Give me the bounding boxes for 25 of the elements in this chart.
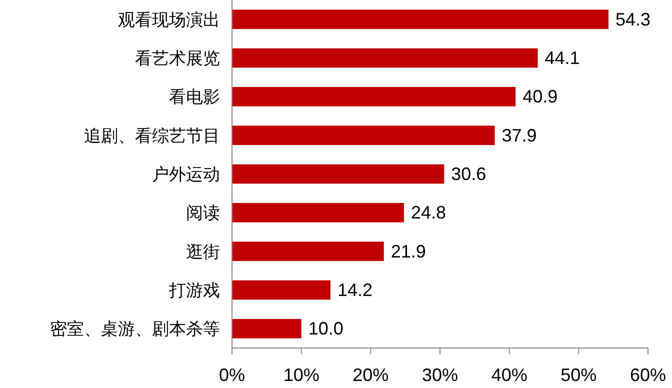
data-label: 40.9 — [522, 86, 558, 107]
y-tick-label: 户外运动 — [152, 165, 220, 184]
data-label: 21.9 — [390, 241, 426, 262]
data-label: 14.2 — [337, 280, 372, 300]
y-tick-label: 追剧、看综艺节目 — [84, 126, 220, 146]
y-tick-label: 打游戏 — [168, 281, 220, 300]
x-tick-label: 0% — [218, 365, 246, 385]
x-tick-label: 60% — [630, 365, 666, 385]
y-tick-label: 阅读 — [186, 204, 220, 223]
y-tick-label: 观看现场演出 — [118, 10, 220, 30]
data-label: 37.9 — [502, 125, 537, 146]
x-tick-label: 50% — [560, 365, 597, 385]
x-tick-label: 40% — [491, 365, 528, 385]
x-tick-label: 10% — [283, 365, 320, 385]
x-tick-label: 20% — [352, 365, 389, 385]
y-tick-label: 密室、桌游、剧本杀等 — [50, 320, 220, 339]
x-tick-label: 30% — [422, 365, 458, 385]
data-label: 24.8 — [410, 202, 446, 223]
data-label: 54.3 — [615, 9, 651, 30]
data-label: 44.1 — [544, 48, 580, 68]
data-label: 30.6 — [451, 164, 486, 184]
data-label: 10.0 — [308, 318, 344, 339]
y-tick-label: 看电影 — [169, 88, 220, 107]
y-tick-label: 逛街 — [186, 242, 220, 262]
y-tick-label: 看艺术展览 — [135, 49, 220, 68]
